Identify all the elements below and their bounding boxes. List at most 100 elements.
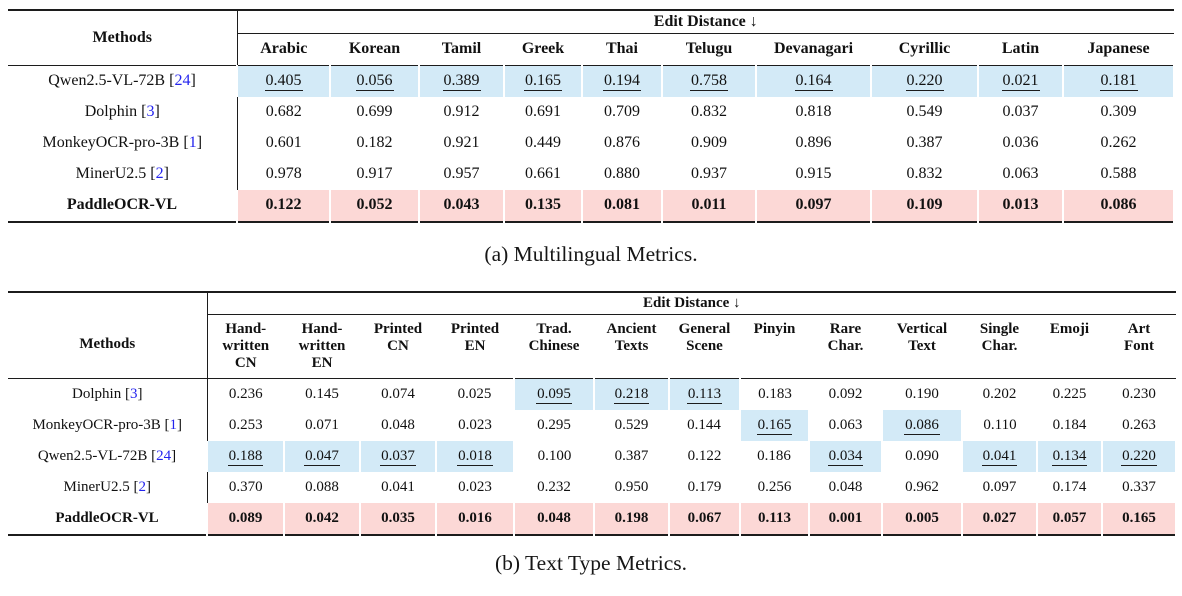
value-cell: 0.370 [228,479,263,496]
column-header: Greek [504,33,582,66]
value-cell: 0.086 [1061,189,1176,222]
value-cell: 0.182 [356,134,393,152]
value-cell: 0.067 [668,503,741,536]
value-cell: 0.253 [228,417,263,434]
value-cell: 0.962 [905,479,939,496]
value-cell: 0.034 [808,441,883,473]
value-cell: 0.184 [1052,417,1087,434]
citation-link[interactable]: 2 [138,479,147,496]
value-cell: 0.110 [983,417,1017,434]
edit-distance-group-header: Edit Distance ↓ [207,291,1177,315]
value-cell: 0.035 [359,503,437,536]
value-cell: 0.661 [525,165,561,183]
value-cell: 0.113 [739,503,810,536]
method-cell: MonkeyOCR-pro-3B [1] [8,410,208,442]
value-cell: 0.023 [458,479,492,496]
column-header: Thai [582,33,662,66]
citation-link[interactable]: 1 [169,417,178,434]
citation-link[interactable]: 1 [188,134,197,152]
value-cell: 0.220 [870,65,979,97]
value-cell: 0.071 [305,417,339,434]
method-cell: MinerU2.5 [2] [8,158,238,190]
value-cell: 0.016 [435,503,515,536]
method-cell: Qwen2.5-VL-72B [24] [8,441,208,473]
method-cell: PaddleOCR-VL [8,503,208,536]
value-cell: 0.202 [982,386,1017,403]
value-cell: 0.186 [757,448,791,465]
column-header: Art Font [1102,314,1177,380]
value-cell: 0.337 [1122,479,1156,496]
value-cell: 0.063 [1002,165,1039,183]
value-cell: 0.549 [906,103,943,121]
column-header: Hand-written EN [284,314,360,380]
column-header: Ancient Texts [594,314,669,380]
value-cell: 0.832 [906,165,943,183]
value-cell: 0.023 [458,417,492,434]
citation-link[interactable]: 24 [156,448,172,465]
value-cell: 0.047 [283,441,361,473]
value-cell: 0.909 [691,134,727,152]
method-cell: MinerU2.5 [2] [8,472,208,504]
column-header: Single Char. [962,314,1037,380]
citation-link[interactable]: 2 [155,165,164,183]
value-cell: 0.957 [443,165,480,183]
methods-column-header: Methods [8,291,208,380]
table-row: MinerU2.5 [2] 0.978 0.917 0.957 0.661 0.880 0.… [8,158,1174,190]
value-cell: 0.011 [661,189,757,222]
column-header: Printed CN [360,314,436,380]
text-type-metrics-table: Methods Edit Distance ↓ Hand-written CN Hand… [8,290,1178,537]
value-cell: 0.042 [283,503,361,536]
value-cell: 0.236 [228,386,263,403]
value-cell: 0.262 [1100,134,1137,152]
value-cell: 0.048 [513,503,595,536]
citation-link[interactable]: 3 [129,386,138,403]
value-cell: 0.405 [236,65,331,97]
value-cell: 0.056 [329,65,420,97]
method-cell: Dolphin [3] [8,96,238,128]
value-cell: 0.144 [687,417,721,434]
value-cell: 0.037 [1002,103,1039,121]
column-header: Cyrillic [871,33,978,66]
table-row: MinerU2.5 [2] 0.370 0.088 0.041 0.023 0.232 0.… [8,472,1176,504]
value-cell: 0.880 [604,165,640,183]
value-cell: 0.758 [661,65,757,97]
value-cell: 0.165 [503,65,583,97]
value-cell: 0.145 [305,386,339,403]
method-cell: Dolphin [3] [8,378,208,411]
value-cell: 0.181 [1061,65,1176,97]
method-cell: Qwen2.5-VL-72B [24] [8,65,238,97]
value-cell: 0.179 [687,479,722,496]
value-cell: 0.309 [1100,103,1137,121]
value-cell: 0.449 [525,134,561,152]
column-header: Tamil [419,33,504,66]
citation-link[interactable]: 3 [146,103,155,121]
value-cell: 0.389 [418,65,505,97]
value-cell: 0.198 [593,503,670,536]
value-cell: 0.295 [537,417,571,434]
value-cell: 0.978 [265,165,302,183]
value-cell: 0.041 [381,479,415,496]
value-cell: 0.164 [755,65,872,97]
value-cell: 0.937 [691,165,727,183]
method-cell: PaddleOCR-VL [8,189,238,222]
column-header: Korean [330,33,419,66]
value-cell: 0.036 [1002,134,1039,152]
value-cell: 0.183 [758,386,792,403]
table-row: PaddleOCR-VL 0.122 0.052 0.043 0.135 0.081 0.0… [8,189,1176,222]
value-cell: 0.256 [757,479,792,496]
column-header: Japanese [1063,33,1175,66]
value-cell: 0.092 [828,386,863,403]
value-cell: 0.097 [982,479,1017,496]
value-cell: 0.122 [687,448,722,465]
table-row: Dolphin [3] 0.236 0.145 0.074 0.025 0.095 0.21… [8,378,1176,411]
value-cell: 0.063 [828,417,863,434]
value-cell: 0.218 [593,378,670,411]
citation-link[interactable]: 24 [174,72,191,90]
column-header: Arabic [237,33,330,66]
edit-distance-group-header: Edit Distance ↓ [237,10,1175,34]
value-cell: 0.220 [1100,441,1178,473]
column-header: General Scene [669,314,740,380]
value-cell: 0.699 [356,103,393,121]
value-cell: 0.089 [206,503,285,536]
table-row: PaddleOCR-VL 0.089 0.042 0.035 0.016 0.048 0.1… [8,503,1178,536]
